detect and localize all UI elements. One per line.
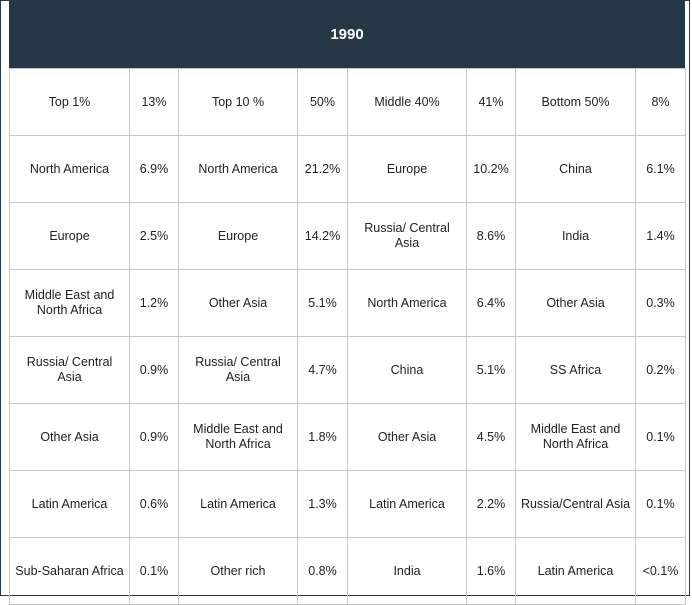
region-cell: China — [347, 336, 467, 404]
region-cell: Other Asia — [515, 269, 636, 337]
region-cell: Russia/Central Asia — [515, 470, 636, 538]
table-row: North America 6.9% North America 21.2% E… — [9, 135, 686, 203]
region-cell: India — [515, 202, 636, 270]
table-title: 1990 — [9, 1, 685, 68]
region-cell: Other Asia — [178, 269, 298, 337]
table-row: Europe 2.5% Europe 14.2% Russia/ Central… — [9, 202, 686, 270]
region-cell: Middle East and North Africa — [9, 269, 130, 337]
value-cell: 0.2% — [635, 336, 686, 404]
value-cell: 0.1% — [129, 537, 179, 605]
header-row: Top 1% 13% Top 10 % 50% Middle 40% 41% B… — [9, 68, 686, 136]
group-share: 8% — [635, 68, 686, 136]
table-row: Russia/ Central Asia 0.9% Russia/ Centra… — [9, 336, 686, 404]
value-cell: 4.5% — [466, 403, 516, 471]
region-cell: Russia/ Central Asia — [9, 336, 130, 404]
region-cell: Russia/ Central Asia — [178, 336, 298, 404]
value-cell: 0.9% — [129, 336, 179, 404]
region-cell: Middle East and North Africa — [178, 403, 298, 471]
value-cell: 0.9% — [129, 403, 179, 471]
value-cell: 6.1% — [635, 135, 686, 203]
group-header: Top 1% — [9, 68, 130, 136]
region-cell: Latin America — [347, 470, 467, 538]
value-cell: 10.2% — [466, 135, 516, 203]
region-cell: Europe — [9, 202, 130, 270]
value-cell: 2.2% — [466, 470, 516, 538]
region-cell: China — [515, 135, 636, 203]
value-cell: 5.1% — [297, 269, 348, 337]
value-cell: 5.1% — [466, 336, 516, 404]
region-cell: Other Asia — [347, 403, 467, 471]
income-share-table: Top 1% 13% Top 10 % 50% Middle 40% 41% B… — [9, 68, 686, 605]
table-row: Middle East and North Africa 1.2% Other … — [9, 269, 686, 337]
region-cell: Other Asia — [9, 403, 130, 471]
value-cell: <0.1% — [635, 537, 686, 605]
value-cell: 14.2% — [297, 202, 348, 270]
value-cell: 6.4% — [466, 269, 516, 337]
value-cell: 1.2% — [129, 269, 179, 337]
value-cell: 0.6% — [129, 470, 179, 538]
region-cell: North America — [347, 269, 467, 337]
value-cell: 0.8% — [297, 537, 348, 605]
value-cell: 0.1% — [635, 470, 686, 538]
group-header: Bottom 50% — [515, 68, 636, 136]
region-cell: India — [347, 537, 467, 605]
region-cell: North America — [178, 135, 298, 203]
region-cell: SS Africa — [515, 336, 636, 404]
group-share: 50% — [297, 68, 348, 136]
value-cell: 1.4% — [635, 202, 686, 270]
value-cell: 0.1% — [635, 403, 686, 471]
region-cell: Europe — [178, 202, 298, 270]
region-cell: Sub-Saharan Africa — [9, 537, 130, 605]
value-cell: 0.3% — [635, 269, 686, 337]
value-cell: 21.2% — [297, 135, 348, 203]
value-cell: 2.5% — [129, 202, 179, 270]
region-cell: Latin America — [9, 470, 130, 538]
group-header: Top 10 % — [178, 68, 298, 136]
region-cell: Russia/ Central Asia — [347, 202, 467, 270]
table-row: Other Asia 0.9% Middle East and North Af… — [9, 403, 686, 471]
region-cell: Other rich — [178, 537, 298, 605]
region-cell: Latin America — [515, 537, 636, 605]
region-cell: Latin America — [178, 470, 298, 538]
value-cell: 1.6% — [466, 537, 516, 605]
region-cell: Europe — [347, 135, 467, 203]
value-cell: 6.9% — [129, 135, 179, 203]
group-header: Middle 40% — [347, 68, 467, 136]
value-cell: 8.6% — [466, 202, 516, 270]
table-row: Sub-Saharan Africa 0.1% Other rich 0.8% … — [9, 537, 686, 605]
value-cell: 4.7% — [297, 336, 348, 404]
value-cell: 1.3% — [297, 470, 348, 538]
group-share: 41% — [466, 68, 516, 136]
table-row: Latin America 0.6% Latin America 1.3% La… — [9, 470, 686, 538]
region-cell: North America — [9, 135, 130, 203]
value-cell: 1.8% — [297, 403, 348, 471]
region-cell: Middle East and North Africa — [515, 403, 636, 471]
group-share: 13% — [129, 68, 179, 136]
